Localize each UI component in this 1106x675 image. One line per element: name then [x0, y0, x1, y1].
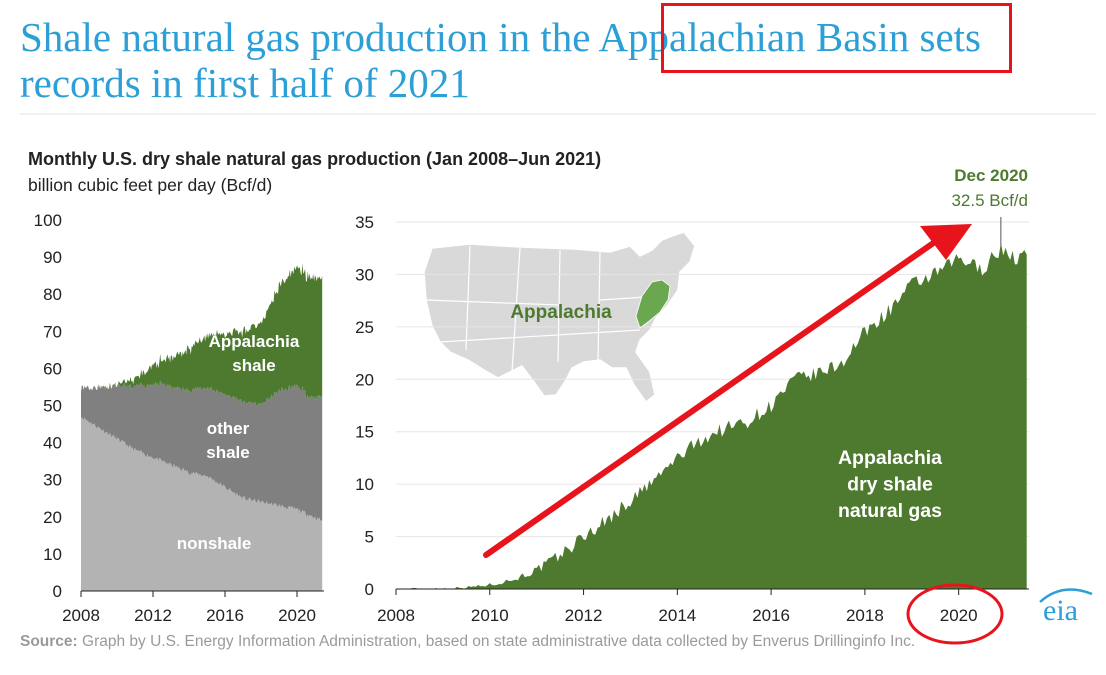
- red-circle-annotation: [906, 583, 1004, 645]
- label-appalachia-shale-line-2: shale: [232, 356, 275, 375]
- left-x-tick-label: 2016: [206, 606, 244, 625]
- annotation-value: 32.5 Bcf/d: [951, 191, 1028, 210]
- left-y-tick-label: 0: [53, 582, 62, 601]
- left-y-tick-label: 100: [34, 211, 62, 230]
- appalachia-region: [635, 279, 671, 329]
- red-arrow-shaft: [483, 234, 945, 558]
- eia-logo-text: eia: [1043, 594, 1078, 624]
- right-y-tick-label: 10: [355, 475, 374, 494]
- right-y-tick-label: 5: [365, 528, 374, 547]
- right-x-tick-label: 2010: [471, 606, 509, 625]
- right-y-tick-label: 25: [355, 318, 374, 337]
- annotation-layer: [483, 224, 1004, 645]
- us-map-state-border: [557, 249, 561, 363]
- left-x-tick-label: 2020: [278, 606, 316, 625]
- right-y-tick-label: 20: [355, 370, 374, 389]
- right-x-tick-label: 2008: [377, 606, 415, 625]
- left-y-tick-label: 70: [43, 322, 62, 341]
- left-y-tick-label: 50: [43, 397, 62, 416]
- label-appalachia-shale-line-1: Appalachia: [209, 332, 300, 351]
- right-area-chart: 0 5 10 15 20 25 30 35 2008 2010 2012 2014 2016 2018 20…: [355, 166, 1029, 625]
- label-nonshale-line-1: nonshale: [177, 534, 252, 553]
- headline: Shale natural gas production in the Appa…: [20, 14, 1100, 106]
- left-stacked-area-chart: 0 10 20 30 40 50 60 70 80 90 100 2008 2012 2016 2020 Ap…: [34, 211, 324, 625]
- label-appalachia-dry-shale-line-1: Appalachia: [838, 447, 942, 469]
- us-map-inset: Appalachia: [423, 231, 696, 404]
- headline-text-after: sets records in first half of 2021: [20, 14, 982, 106]
- left-y-tick-label: 40: [43, 434, 62, 453]
- right-y-tick-label: 15: [355, 423, 374, 442]
- right-x-tick-label: 2014: [658, 606, 696, 625]
- left-y-tick-label: 20: [43, 508, 62, 527]
- area-nonshale: [81, 417, 323, 591]
- eia-logo-swoosh: [1039, 588, 1093, 603]
- area-appalachia-shale: [81, 263, 323, 407]
- right-x-tick-label: 2018: [846, 606, 884, 625]
- right-x-tick-label: 2016: [752, 606, 790, 625]
- left-x-tick-label: 2012: [134, 606, 172, 625]
- highlight-box-annotation: [661, 3, 1012, 73]
- right-x-tick-label: 2020: [940, 606, 978, 625]
- annotation-title: Dec 2020: [954, 166, 1028, 185]
- chart-title: Monthly U.S. dry shale natural gas produ…: [28, 149, 601, 169]
- us-map-state-border: [511, 247, 521, 373]
- label-other-shale-line-2: shale: [206, 443, 249, 462]
- us-map-state-border: [439, 329, 641, 343]
- left-y-tick-label: 30: [43, 471, 62, 490]
- left-y-tick-label: 10: [43, 545, 62, 564]
- source-label: Source:: [20, 633, 78, 650]
- left-y-tick-label: 90: [43, 248, 62, 267]
- right-y-tick-label: 0: [365, 580, 374, 599]
- right-x-tick-label: 2012: [565, 606, 603, 625]
- source-text: Graph by U.S. Energy Information Adminis…: [82, 633, 916, 650]
- right-y-tick-label: 35: [355, 213, 374, 232]
- red-arrow-head: [920, 224, 972, 260]
- source-note: Source: Graph by U.S. Energy Information…: [20, 632, 1020, 651]
- us-map-state-border: [465, 245, 471, 351]
- us-map-state-border: [425, 299, 561, 306]
- area-other-shale: [81, 380, 323, 521]
- us-map-state-border: [597, 251, 601, 361]
- right-y-tick-label: 30: [355, 265, 374, 284]
- headline-text-before: Shale natural gas production in the: [20, 14, 599, 60]
- label-appalachia-dry-shale-line-2: dry shale: [847, 474, 933, 496]
- units-label: billion cubic feet per day (Bcf/d): [28, 175, 272, 195]
- label-appalachia-dry-shale-line-3: natural gas: [838, 500, 942, 522]
- label-other-shale-line-1: other: [207, 419, 250, 438]
- left-y-tick-label: 60: [43, 359, 62, 378]
- left-y-tick-label: 80: [43, 285, 62, 304]
- area-appalachia-dry-shale: [396, 242, 1027, 589]
- left-x-tick-label: 2008: [62, 606, 100, 625]
- map-label-appalachia: Appalachia: [510, 302, 612, 323]
- headline-highlighted-text: Appalachian Basin: [598, 14, 910, 60]
- eia-logo: eia: [1039, 588, 1093, 624]
